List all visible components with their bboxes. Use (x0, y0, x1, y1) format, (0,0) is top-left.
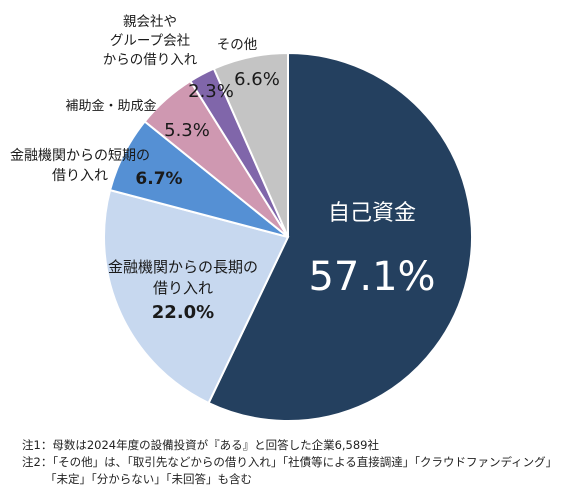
slice-label-3: 金融機関からの短期の (10, 148, 150, 164)
footnotes: 注1：母数は2024年度の設備投資が『ある』と回答した企業6,589社 注2：「… (22, 437, 557, 488)
slice-label-5: 親会社や (123, 14, 177, 30)
slice-label-5: グループ会社 (110, 33, 190, 49)
pie-chart: 自己資金57.1%金融機関からの長期の借り入れ22.0%金融機関からの短期の借り… (10, 14, 473, 422)
slice-label-6: その他 (217, 37, 258, 53)
slice-label-3: 借り入れ (52, 168, 108, 184)
slice-value-4: 5.3% (164, 120, 210, 141)
pie-slice-2 (103, 188, 290, 405)
slice-value-5: 2.3% (188, 81, 234, 102)
slice-value-1: 57.1% (308, 254, 435, 300)
slice-label-2: 借り入れ (153, 279, 213, 297)
note-2: 注2：「その他」は、「取引先などからの借り入れ」「社債等による直接調達」「クラウ… (22, 455, 558, 469)
slice-label-4: 補助金・助成金 (65, 98, 156, 114)
slice-value-3: 6.7% (135, 169, 182, 189)
pie-slices (103, 51, 473, 422)
note-2-continued: 「未定」「分からない」「未回答」も含む (45, 472, 252, 486)
slice-label-1: 自己資金 (328, 201, 416, 226)
slice-value-6: 6.6% (234, 69, 280, 90)
slice-label-5: からの借り入れ (103, 52, 198, 68)
pie-labels: 自己資金57.1%金融機関からの長期の借り入れ22.0%金融機関からの短期の借り… (10, 14, 436, 323)
note-1: 注1：母数は2024年度の設備投資が『ある』と回答した企業6,589社 (22, 438, 380, 452)
pie-slice-1 (207, 51, 473, 422)
slice-label-2: 金融機関からの長期の (108, 258, 258, 276)
pie-slice-6 (212, 51, 289, 238)
slice-value-2: 22.0% (152, 302, 214, 323)
